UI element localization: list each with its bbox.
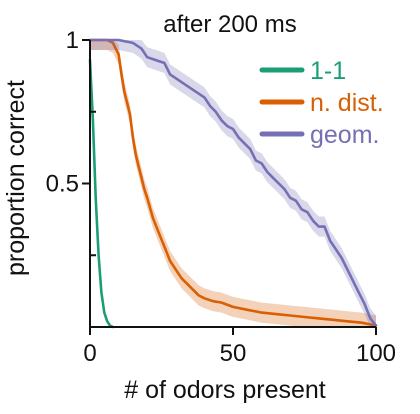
x-tick-label: 100 <box>356 340 396 367</box>
y-tick-label: 1 <box>66 27 79 54</box>
legend: 1-1 n. dist. geom. <box>259 57 384 149</box>
series-line-1 <box>88 58 115 329</box>
y-tick-label: 0.5 <box>46 171 79 198</box>
series-line-3 <box>88 38 378 327</box>
ticks: 0 50 100 0.5 1 <box>46 27 396 367</box>
x-tick-label: 50 <box>220 340 247 367</box>
legend-label-1: 1-1 <box>310 57 346 85</box>
y-axis-label: proportion correct <box>2 80 30 276</box>
series-line-2 <box>88 38 378 327</box>
chart-title: after 200 ms <box>163 11 296 38</box>
plot-series <box>88 38 378 329</box>
x-tick-label: 0 <box>83 340 96 367</box>
legend-label-2: n. dist. <box>310 89 384 117</box>
legend-label-3: geom. <box>310 121 379 149</box>
x-axis-label: # of odors present <box>124 376 326 404</box>
